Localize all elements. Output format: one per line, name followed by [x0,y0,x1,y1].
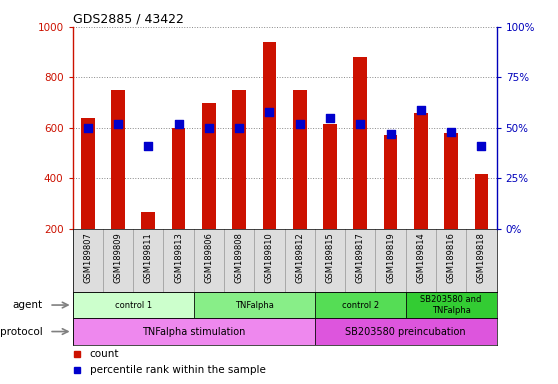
Text: GSM189809: GSM189809 [113,232,122,283]
Text: count: count [89,349,119,359]
Text: SB203580 preincubation: SB203580 preincubation [345,326,466,336]
Text: GSM189818: GSM189818 [477,232,486,283]
Bar [263,42,276,229]
Bar [475,174,488,229]
Text: GDS2885 / 43422: GDS2885 / 43422 [73,13,184,26]
Point [477,143,486,149]
Text: GSM189819: GSM189819 [386,232,395,283]
Bar [293,90,306,229]
Bar [406,292,497,318]
Text: TNFalpha: TNFalpha [235,301,274,310]
Bar [353,57,367,229]
Point [447,129,456,135]
Text: GSM189816: GSM189816 [447,232,456,283]
Text: GSM189811: GSM189811 [144,232,153,283]
Text: GSM189808: GSM189808 [235,232,244,283]
Bar [323,124,337,229]
Bar [172,128,185,229]
Bar [414,113,427,229]
Bar [315,318,497,345]
Point [295,121,304,127]
Text: GSM189812: GSM189812 [295,232,304,283]
Bar [202,103,215,229]
Point [83,125,92,131]
Bar [232,90,246,229]
Bar [141,212,155,229]
Text: TNFalpha stimulation: TNFalpha stimulation [142,326,246,336]
Bar [81,118,94,229]
Bar [73,292,194,318]
Point [356,121,365,127]
Text: GSM189814: GSM189814 [416,232,425,283]
Bar [315,292,406,318]
Text: GSM189815: GSM189815 [325,232,334,283]
Point [174,121,183,127]
Text: control 1: control 1 [114,301,152,310]
Bar [111,90,125,229]
Point [204,125,213,131]
Point [265,109,274,115]
Bar [444,133,458,229]
Text: SB203580 and
TNFalpha: SB203580 and TNFalpha [421,295,482,315]
Point [325,115,334,121]
Text: GSM189810: GSM189810 [265,232,274,283]
Point [235,125,244,131]
Point [386,131,395,137]
Text: GSM189806: GSM189806 [204,232,213,283]
Text: GSM189817: GSM189817 [356,232,365,283]
Bar [384,136,397,229]
Bar [73,318,315,345]
Text: agent: agent [13,300,43,310]
Point [144,143,153,149]
Text: control 2: control 2 [341,301,379,310]
Text: percentile rank within the sample: percentile rank within the sample [89,365,266,375]
Point [416,107,425,113]
Text: protocol: protocol [0,326,43,336]
Text: GSM189813: GSM189813 [174,232,183,283]
Bar [194,292,315,318]
Text: GSM189807: GSM189807 [83,232,92,283]
Point [113,121,122,127]
